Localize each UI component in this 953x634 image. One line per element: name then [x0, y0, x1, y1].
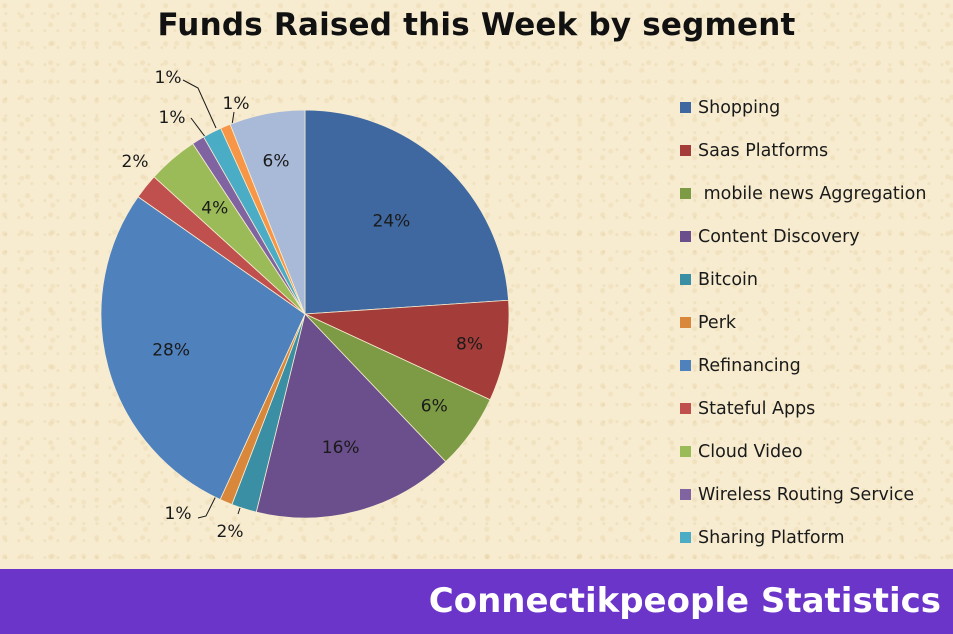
- chart-legend: Shopping Saas Platforms mobile news Aggre…: [680, 86, 926, 559]
- legend-item: Refinancing: [680, 344, 926, 387]
- legend-swatch: [680, 231, 691, 242]
- slice-percent-label: 1%: [223, 94, 250, 114]
- legend-label: Refinancing: [698, 355, 801, 376]
- slice-percent-label: 28%: [152, 340, 190, 360]
- leader-line: [190, 117, 207, 139]
- legend-swatch: [680, 446, 691, 457]
- slice-percent-label: 6%: [263, 152, 290, 172]
- legend-swatch: [680, 274, 691, 285]
- legend-item: Perk: [680, 301, 926, 344]
- slice-percent-label: 1%: [159, 108, 186, 128]
- legend-label: Bitcoin: [698, 269, 759, 290]
- leader-line: [237, 507, 241, 515]
- legend-item: Bitcoin: [680, 258, 926, 301]
- footer-brand-text: Connectikpeople Statistics: [428, 581, 941, 621]
- slice-percent-label: 16%: [322, 438, 360, 458]
- chart-title: Funds Raised this Week by segment: [157, 7, 796, 43]
- pie-slice-content-discovery: [255, 313, 447, 519]
- slice-percent-label: 1%: [155, 68, 182, 88]
- legend-label: Sharing Platform: [698, 527, 845, 548]
- legend-item: mobile news Aggregation: [680, 172, 926, 215]
- pie-slice-unlabeled-12: [229, 109, 306, 315]
- legend-swatch: [680, 188, 691, 199]
- legend-label: Cloud Video: [698, 441, 803, 462]
- legend-swatch: [680, 532, 691, 543]
- legend-label: mobile news Aggregation: [698, 183, 927, 204]
- legend-label: Perk: [698, 312, 737, 333]
- legend-swatch: [680, 317, 691, 328]
- legend-label: Saas Platforms: [698, 140, 829, 161]
- slice-percent-label: 1%: [165, 504, 192, 524]
- legend-label: Stateful Apps: [698, 398, 816, 419]
- legend-item: Sharing Platform: [680, 516, 926, 559]
- slice-percent-label: 6%: [421, 397, 448, 417]
- legend-label: Shopping: [698, 97, 781, 118]
- leader-line: [231, 111, 235, 126]
- slice-percent-label: 24%: [373, 212, 411, 232]
- legend-item: Content Discovery: [680, 215, 926, 258]
- legend-swatch: [680, 360, 691, 371]
- legend-swatch: [680, 403, 691, 414]
- legend-item: Saas Platforms: [680, 129, 926, 172]
- slice-percent-label: 8%: [456, 335, 483, 355]
- slice-percent-label: 2%: [217, 522, 244, 542]
- legend-swatch: [680, 489, 691, 500]
- leader-line: [182, 79, 217, 129]
- legend-swatch: [680, 145, 691, 156]
- legend-item: Wireless Routing Service: [680, 473, 926, 516]
- legend-item: Stateful Apps: [680, 387, 926, 430]
- slice-percent-label: 2%: [122, 152, 149, 172]
- legend-item: Cloud Video: [680, 430, 926, 473]
- legend-label: Content Discovery: [698, 226, 860, 247]
- pie-chart: 24% 8% 6% 16% 2% 1% 28% 2% 4% 1% 1% 1% 6%: [100, 68, 510, 542]
- leader-line: [197, 495, 217, 519]
- legend-item: Shopping: [680, 86, 926, 129]
- legend-label: Wireless Routing Service: [698, 484, 915, 505]
- pie-slice-saas-platforms: [304, 299, 510, 401]
- footer-banner: Connectikpeople Statistics: [0, 569, 953, 634]
- pie-slice-shopping: [304, 109, 509, 315]
- slice-percent-label: 4%: [201, 199, 228, 219]
- pie-slice-refinancing: [100, 196, 306, 501]
- legend-swatch: [680, 102, 691, 113]
